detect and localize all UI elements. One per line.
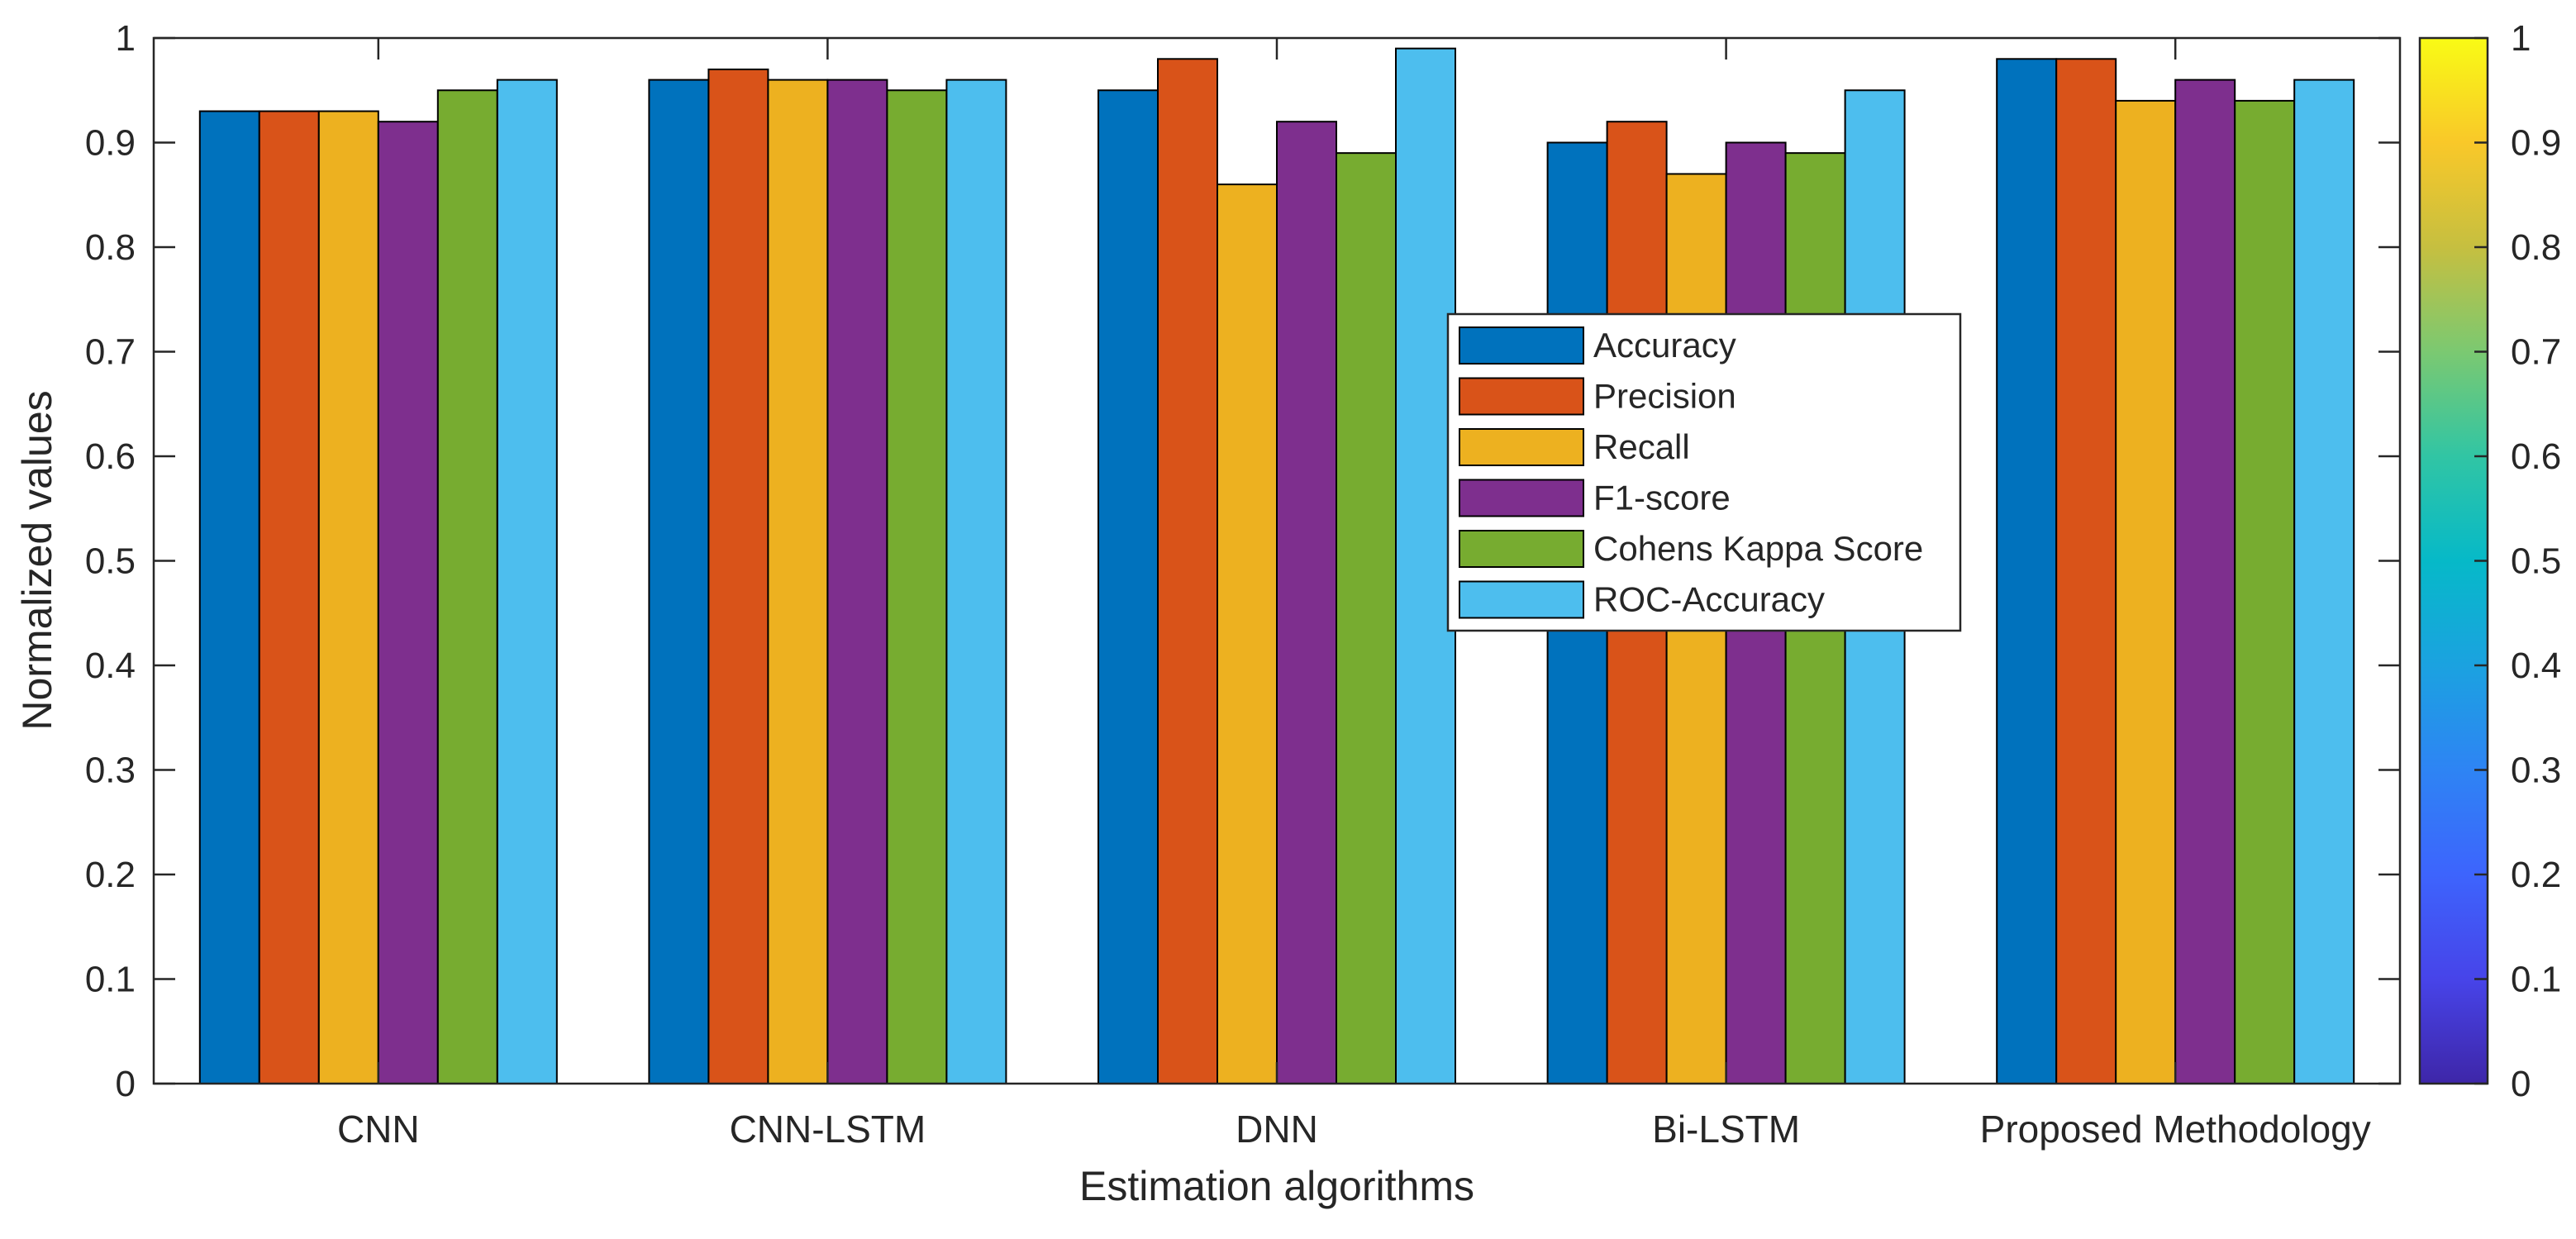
legend-swatch xyxy=(1459,326,1584,365)
bar-f1-score-cnn-lstm xyxy=(826,79,888,1085)
bar-recall-cnn xyxy=(317,110,379,1084)
colorbar: 0 0.1 0.2 0.3 0.4 0.5 0.6 0.7 0.8 0.9 1 xyxy=(2418,18,2561,1104)
bar-f1-score-cnn xyxy=(377,121,439,1085)
bars xyxy=(198,47,2355,1085)
y-tick-label: 0.7 xyxy=(85,332,136,373)
bar-accuracy-proposed-methodology xyxy=(1996,58,2058,1084)
y-tick-label: 0 xyxy=(116,1064,136,1104)
y-tick-label: 0.5 xyxy=(85,541,136,582)
x-axis: CNN CNN-LSTM DNN Bi-LSTM Proposed Methodolog… xyxy=(337,38,2371,1151)
legend-swatch xyxy=(1459,530,1584,568)
legend-swatch xyxy=(1459,479,1584,517)
bar-recall-cnn-lstm xyxy=(767,79,829,1085)
legend: Accuracy Precision Recall F1-score Cohens Ka… xyxy=(1446,312,1962,632)
legend-label: Recall xyxy=(1593,427,1690,466)
colorbar-tick-label: 0.8 xyxy=(2511,227,2561,268)
legend-label: Accuracy xyxy=(1593,326,1736,365)
bar-precision-proposed-methodology xyxy=(2055,58,2117,1084)
legend-box xyxy=(1446,312,1962,632)
x-tick-label: DNN xyxy=(1236,1108,1318,1151)
y-tick-label: 0.3 xyxy=(85,751,136,791)
bar-recall-dnn xyxy=(1217,183,1278,1085)
bar-cohens-kappa-score-cnn xyxy=(436,89,498,1084)
bar-cohens-kappa-score-cnn-lstm xyxy=(886,89,948,1084)
colorbar-tick-label: 0.2 xyxy=(2511,855,2561,895)
y-tick-label: 0.1 xyxy=(85,960,136,1000)
bar-accuracy-dnn xyxy=(1098,89,1159,1084)
x-axis-title: Estimation algorithms xyxy=(1079,1163,1474,1209)
y-tick-label: 0.2 xyxy=(85,855,136,895)
bar-roc-accuracy-cnn-lstm xyxy=(945,79,1007,1085)
bar-cohens-kappa-score-dnn xyxy=(1336,152,1397,1084)
bar-roc-accuracy-proposed-methodology xyxy=(2293,79,2355,1085)
x-tick-label: CNN-LSTM xyxy=(730,1108,926,1151)
bar-precision-dnn xyxy=(1157,58,1218,1084)
colorbar-tick-label: 0.3 xyxy=(2511,751,2561,791)
colorbar-tick-label: 0 xyxy=(2511,1064,2531,1104)
y-tick-label: 0.9 xyxy=(85,123,136,164)
bar-cohens-kappa-score-proposed-methodology xyxy=(2234,99,2296,1084)
y-axis-title: Normalized values xyxy=(14,390,60,730)
bar-f1-score-dnn xyxy=(1276,121,1337,1085)
colorbar-tick-label: 1 xyxy=(2511,18,2531,59)
colorbar-tick-label: 0.1 xyxy=(2511,960,2561,1000)
legend-swatch xyxy=(1459,428,1584,466)
x-tick-label: Proposed Methodology xyxy=(1980,1108,2371,1151)
colorbar-tick-label: 0.4 xyxy=(2511,646,2561,686)
x-tick-label: CNN xyxy=(337,1108,420,1151)
y-axis: 0 0.1 0.2 0.3 0.4 0.5 0.6 0.7 0.8 0.9 1 xyxy=(85,18,2400,1104)
colorbar-tick-label: 0.9 xyxy=(2511,123,2561,164)
bar-recall-proposed-methodology xyxy=(2115,99,2177,1084)
bar-accuracy-cnn xyxy=(198,110,260,1084)
legend-label: Cohens Kappa Score xyxy=(1593,529,1923,568)
legend-label: Precision xyxy=(1593,377,1736,416)
bar-accuracy-cnn-lstm xyxy=(648,79,710,1085)
bar-precision-cnn xyxy=(258,110,320,1084)
legend-label: F1-score xyxy=(1593,479,1731,517)
bar-f1-score-proposed-methodology xyxy=(2174,79,2236,1085)
bar-precision-cnn-lstm xyxy=(707,68,769,1085)
legend-swatch xyxy=(1459,580,1584,619)
y-tick-label: 0.6 xyxy=(85,436,136,477)
legend-label: ROC-Accuracy xyxy=(1593,580,1825,619)
colorbar-tick-label: 0.5 xyxy=(2511,541,2561,582)
bar-roc-accuracy-dnn xyxy=(1395,47,1456,1084)
legend-swatch xyxy=(1459,377,1584,416)
colorbar-tick-label: 0.6 xyxy=(2511,436,2561,477)
colorbar-tick-label: 0.7 xyxy=(2511,332,2561,373)
y-tick-label: 1 xyxy=(116,18,136,59)
bar-roc-accuracy-cnn xyxy=(496,79,558,1085)
y-tick-label: 0.8 xyxy=(85,227,136,268)
y-tick-label: 0.4 xyxy=(85,646,136,686)
x-tick-label: Bi-LSTM xyxy=(1652,1108,1800,1151)
